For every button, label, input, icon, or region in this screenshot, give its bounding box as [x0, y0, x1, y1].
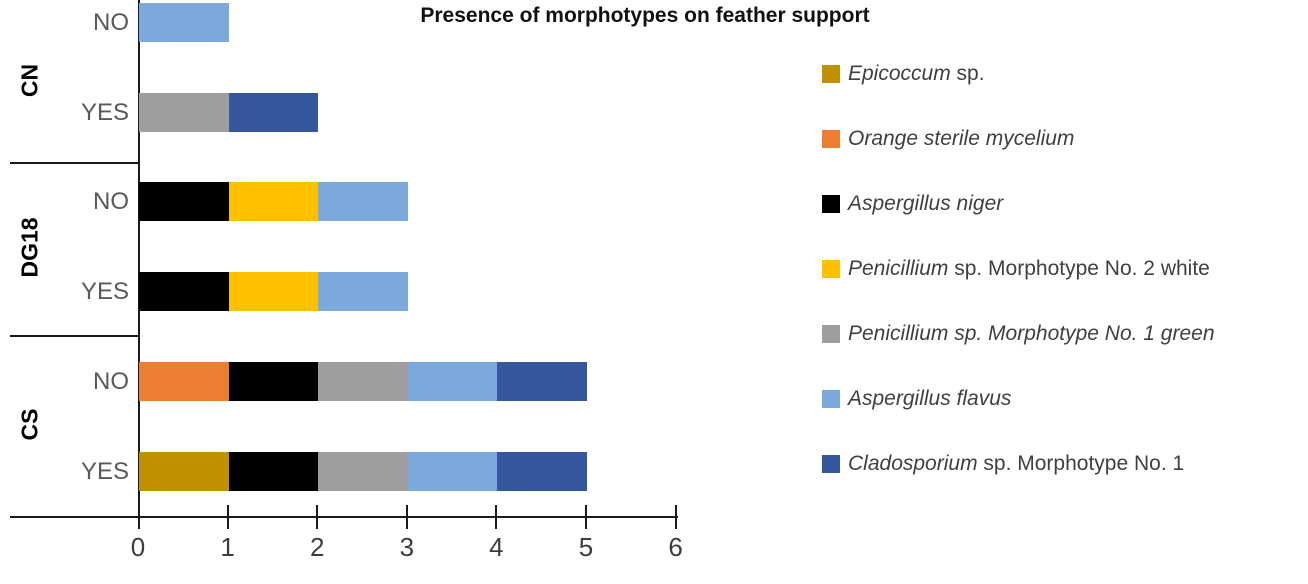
x-tick-label: 1 [220, 532, 235, 562]
legend-label: Cladosporium sp. Morphotype No. 1 [848, 452, 1185, 475]
bar-row [139, 93, 319, 132]
group-label: CS [16, 408, 43, 441]
chart-title: Presence of morphotypes on feather suppo… [420, 4, 870, 27]
legend-item: Aspergillus flavus [822, 387, 1215, 410]
bar-segment [228, 272, 319, 311]
legend-item: Penicillium sp. Morphotype No. 1 green [822, 322, 1215, 345]
x-tick-label: 5 [578, 532, 594, 562]
legend-swatch [822, 195, 840, 213]
legend-swatch [822, 390, 840, 408]
legend-label: Aspergillus niger [848, 192, 1004, 215]
legend: Epicoccum sp. Orange sterile mycelium Aspe… [822, 62, 1215, 520]
group-separator [10, 162, 139, 164]
legend-item: Penicillium sp. Morphotype No. 2 white [822, 257, 1215, 280]
bar-segment [139, 362, 229, 401]
x-tick-label: 2 [309, 532, 325, 562]
bar-segment [318, 182, 408, 221]
legend-swatch [822, 130, 840, 148]
row-label: NO [93, 9, 129, 36]
bar-segment [139, 452, 229, 491]
bar-segment [228, 362, 319, 401]
bar-segment [139, 182, 229, 221]
y-axis-line [138, 0, 140, 529]
x-tick-mark [674, 505, 677, 529]
legend-label: Penicillium sp. Morphotype No. 2 white [848, 257, 1210, 280]
row-label: YES [80, 99, 129, 126]
bar-segment [407, 362, 498, 401]
legend-swatch [822, 455, 840, 473]
bar-segment [497, 452, 587, 491]
legend-label: Penicillium sp. Morphotype No. 1 green [848, 322, 1215, 345]
bar-segment [228, 182, 319, 221]
legend-item: Aspergillus niger [822, 192, 1215, 215]
bar-row [139, 452, 587, 491]
row-label: NO [93, 188, 129, 215]
legend-swatch [822, 325, 840, 343]
x-tick-mark [316, 505, 319, 529]
bar-segment [139, 93, 229, 132]
x-tick-label: 4 [489, 532, 504, 562]
bar-segment [318, 272, 408, 311]
bar-row [139, 182, 408, 221]
x-tick-label: 0 [130, 532, 146, 562]
bar-segment [497, 362, 587, 401]
bar-row [139, 272, 408, 311]
bar-segment [139, 3, 229, 42]
x-tick-mark [405, 505, 408, 529]
bar-row [139, 362, 587, 401]
legend-swatch [822, 65, 840, 83]
row-label: YES [80, 458, 129, 485]
legend-label: Aspergillus flavus [848, 387, 1012, 410]
x-tick-label: 6 [668, 532, 683, 562]
bar-segment [139, 272, 229, 311]
legend-item: Cladosporium sp. Morphotype No. 1 [822, 452, 1215, 475]
legend-swatch [822, 260, 840, 278]
bar-segment [228, 452, 319, 491]
row-label: NO [93, 368, 129, 395]
bar-segment [318, 362, 408, 401]
row-label: YES [80, 278, 129, 305]
group-label: CN [16, 63, 43, 98]
x-tick-mark [226, 505, 229, 529]
bar-segment [228, 93, 319, 132]
x-tick-mark [495, 505, 498, 529]
bar-segment [407, 452, 498, 491]
legend-label: Epicoccum sp. [848, 62, 985, 85]
legend-item: Epicoccum sp. [822, 62, 1215, 85]
group-separator [10, 335, 139, 337]
legend-label: Orange sterile mycelium [848, 127, 1075, 150]
bar-row [139, 3, 229, 42]
bar-segment [318, 452, 408, 491]
x-tick-mark [585, 505, 587, 529]
group-label: DG18 [16, 217, 43, 278]
x-tick-label: 3 [399, 532, 415, 562]
legend-item: Orange sterile mycelium [822, 127, 1215, 150]
x-axis-line [10, 516, 678, 518]
